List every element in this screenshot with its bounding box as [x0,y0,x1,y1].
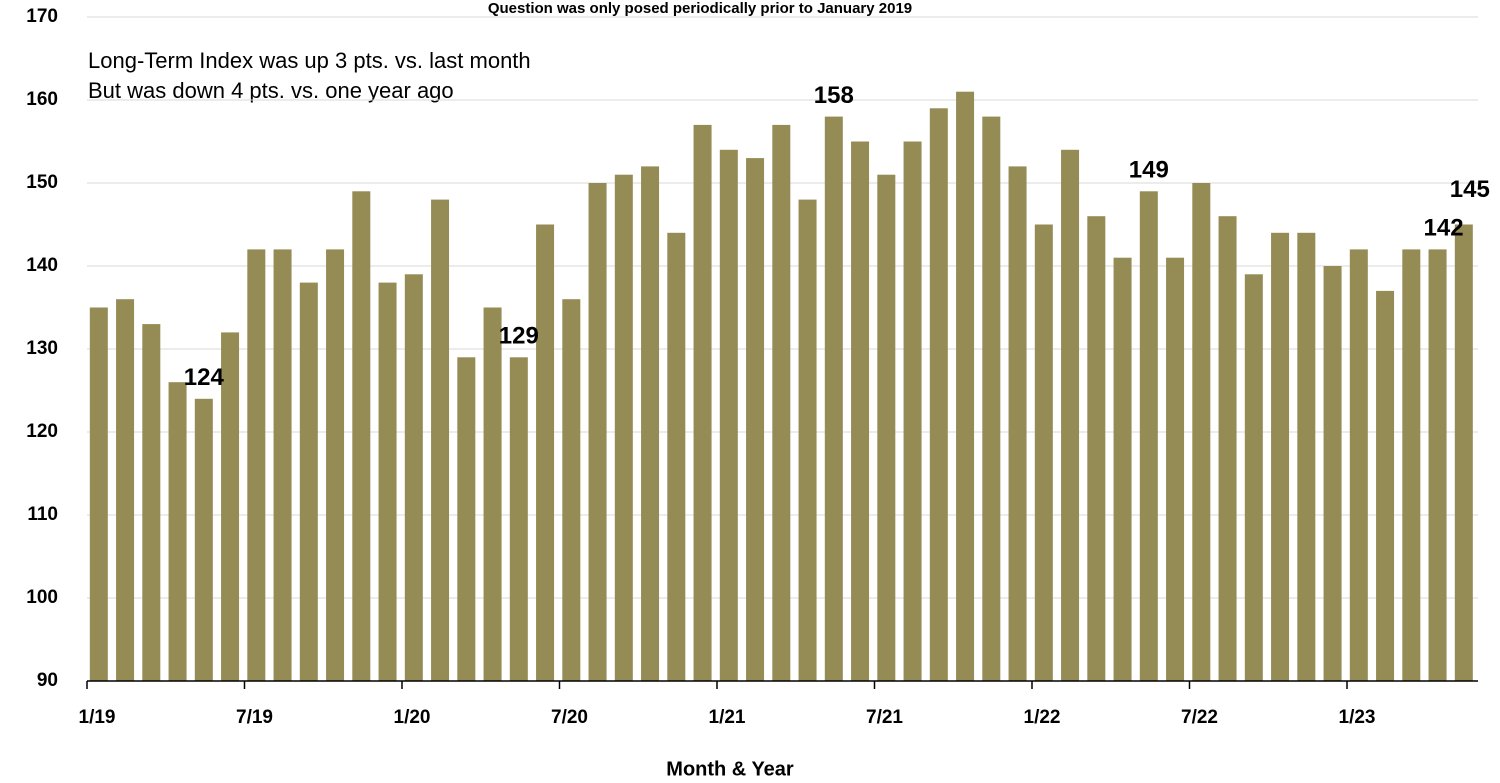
bar [457,357,476,681]
bar [772,124,791,681]
bar [326,249,345,681]
y-tick-label: 90 [37,670,58,691]
bar [1376,290,1395,681]
bar [1166,257,1185,681]
bar [1113,257,1132,681]
y-tick-label: 130 [26,338,58,359]
annotation: Long-Term Index was up 3 pts. vs. last m… [88,48,531,73]
data-label: 142 [1424,215,1464,242]
bar [1244,274,1263,681]
bar [1349,249,1368,681]
bar [1402,249,1421,681]
y-tick-label: 100 [26,587,58,608]
bar [1087,216,1106,681]
bar [824,116,843,682]
bar [168,382,187,681]
x-tick-label: 1/19 [79,707,116,728]
bar [247,249,266,681]
bar [614,174,633,681]
chart-title: Question was only posed periodically pri… [488,0,912,17]
bar [562,299,581,681]
bar [903,141,922,681]
bar [404,274,423,681]
bar [798,199,817,681]
bar [1061,149,1080,682]
x-tick-label: 1/21 [709,707,746,728]
bar [352,191,371,682]
bar [536,224,555,681]
bar [273,249,292,681]
bar [1271,232,1290,682]
bar [719,149,738,682]
y-tick-label: 140 [26,255,58,276]
data-label: 124 [184,364,225,391]
bar [1454,224,1473,681]
x-tick-label: 7/22 [1181,707,1218,728]
bar [1008,166,1027,681]
y-tick-label: 160 [26,89,58,110]
y-tick-label: 110 [27,504,58,525]
bar [667,232,686,682]
y-tick-label: 120 [26,421,58,442]
data-label: 145 [1450,176,1490,203]
y-tick-label: 150 [26,172,58,193]
bar [509,357,528,681]
bar [1323,266,1342,681]
bar [956,91,975,681]
bar [431,199,450,681]
bar [221,332,240,681]
bar [116,299,135,681]
bar [1192,183,1211,681]
bar [483,307,502,681]
annotation: But was down 4 pts. vs. one year ago [88,78,454,103]
data-label: 129 [499,323,539,350]
bar [982,116,1001,682]
x-tick-label: 1/23 [1339,707,1376,728]
bar [1428,249,1447,681]
bar [299,282,318,681]
x-tick-label: 7/19 [236,707,273,728]
data-label: 149 [1129,157,1169,184]
bar [1297,232,1316,682]
bar [641,166,660,681]
bar [142,324,161,681]
bar [378,282,397,681]
bar [877,174,896,681]
x-tick-label: 7/20 [551,707,588,728]
bar [1218,216,1237,681]
bar [89,307,108,681]
x-tick-label: 1/22 [1024,707,1061,728]
bar [746,158,765,682]
x-tick-label: 1/20 [394,707,431,728]
bar [1139,191,1158,682]
bar [588,183,607,681]
bar [929,108,948,682]
data-label: 158 [814,82,854,109]
x-axis-label: Month & Year [666,758,794,780]
bar [851,141,870,681]
bar [1034,224,1053,681]
bar [693,124,712,681]
y-tick-label: 170 [26,6,58,27]
bar [194,398,213,681]
x-tick-label: 7/21 [866,707,903,728]
